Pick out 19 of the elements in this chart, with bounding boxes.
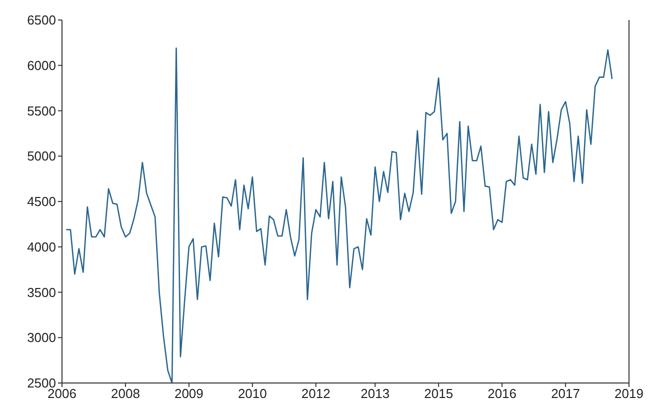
y-tick-label: 3500: [27, 284, 56, 300]
y-tick-label: 5500: [27, 103, 56, 118]
y-tick-label: 3000: [27, 330, 56, 346]
y-tick-label: 4500: [27, 194, 56, 210]
x-tick-label: 2009: [174, 386, 204, 402]
x-tick-label: 2016: [488, 386, 517, 402]
x-tick-label: 2017: [551, 386, 580, 402]
x-tick-label: 2015: [424, 386, 454, 402]
y-tick-label: 5000: [27, 148, 56, 164]
x-tick-label: 2012: [301, 386, 330, 402]
y-tick-label: 4000: [27, 239, 56, 254]
x-tick-label: 2010: [238, 386, 267, 402]
x-tick-label: 2013: [360, 386, 390, 402]
line-series: [66, 47, 613, 383]
x-tick-label: 2008: [111, 386, 140, 402]
x-tick-label: 2019: [614, 386, 644, 402]
x-tick-label: 2006: [48, 386, 76, 402]
y-tick-label: 6000: [27, 58, 56, 73]
y-tick-label: 6500: [27, 12, 56, 28]
